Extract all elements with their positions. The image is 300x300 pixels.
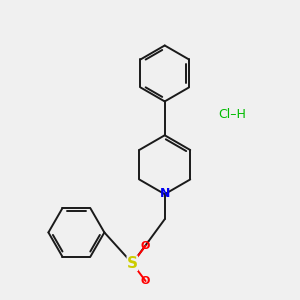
Text: O: O — [141, 276, 150, 286]
Text: S: S — [127, 256, 138, 271]
Text: O: O — [141, 241, 150, 251]
Text: N: N — [160, 187, 170, 200]
Text: Cl–H: Cl–H — [218, 108, 246, 121]
